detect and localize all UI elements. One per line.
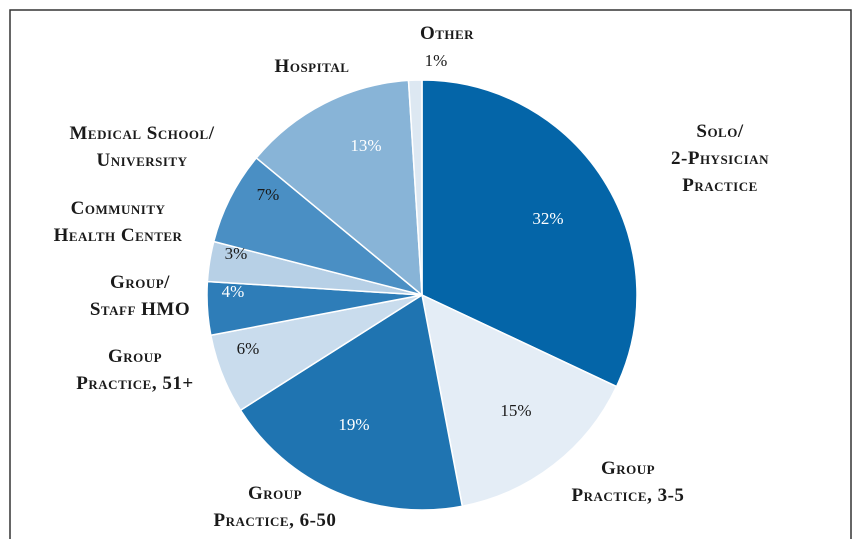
category-label-line: Hospital: [275, 56, 350, 77]
pie-slice: [239, 293, 464, 511]
category-label-line: Group/: [110, 272, 170, 293]
category-label-line: Medical School/: [70, 123, 215, 144]
category-label: Community Health Center: [54, 198, 183, 246]
category-label-line: Practice: [682, 175, 758, 196]
category-label-line: Practice, 6-50: [214, 510, 337, 531]
value-label: 15%: [500, 401, 531, 420]
value-label: 6%: [237, 339, 260, 358]
category-label: Group Practice, 51+: [76, 346, 193, 394]
category-label: Solo/2-Physician Practice: [671, 121, 769, 196]
pie-slice: [421, 79, 638, 388]
category-label-line: Solo/: [696, 121, 743, 142]
value-label: 4%: [222, 282, 245, 301]
frame: [9, 9, 852, 539]
category-label-line: Group: [601, 458, 655, 479]
category-label-line: Community: [71, 198, 166, 219]
category-label-line: Group: [108, 346, 162, 367]
category-label-line: Health Center: [54, 225, 183, 246]
pie-slice: [255, 79, 423, 297]
category-label-line: Group: [248, 483, 302, 504]
pie-slice: [407, 79, 423, 296]
category-label-line: Practice, 3-5: [572, 485, 685, 506]
value-label: 1%: [425, 51, 448, 70]
value-label: 7%: [257, 185, 280, 204]
category-label-line: 2-Physician: [671, 148, 769, 169]
category-label: Medical School/University: [70, 123, 215, 171]
category-label: Hospital: [275, 56, 350, 77]
category-label-line: Staff HMO: [90, 299, 190, 320]
value-label: 19%: [338, 415, 369, 434]
value-label: 3%: [225, 244, 248, 263]
category-label-line: Other: [420, 23, 474, 44]
category-label-line: Practice, 51+: [76, 373, 193, 394]
category-label-line: University: [97, 150, 188, 171]
value-label: 32%: [532, 209, 563, 228]
pie-slice: [420, 293, 618, 508]
category-label: Group/Staff HMO: [90, 272, 190, 320]
category-label: Group Practice, 3-5: [572, 458, 685, 506]
category-label: Group Practice, 6-50: [214, 483, 337, 531]
category-label: Other: [420, 23, 474, 44]
value-label: 13%: [350, 136, 381, 155]
